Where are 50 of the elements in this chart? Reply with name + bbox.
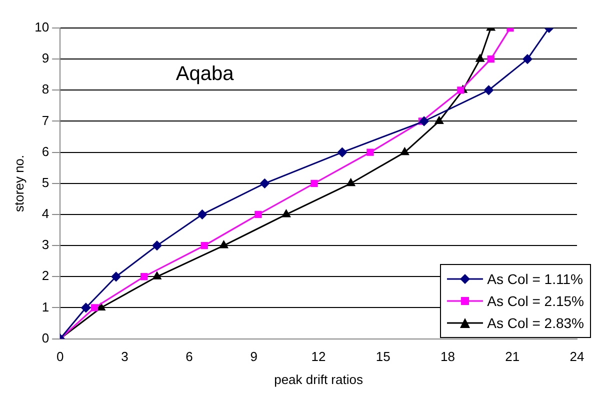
point (419, 116, 429, 126)
point (484, 85, 494, 95)
point (522, 54, 532, 64)
point (282, 210, 290, 218)
point (476, 54, 484, 62)
legend-label: As Col = 2.15% (487, 292, 584, 311)
point (457, 86, 464, 94)
point (111, 272, 121, 282)
legend-label: As Col = 1.11% (487, 270, 583, 289)
point (200, 242, 208, 250)
y-axis-title: storey no. (11, 154, 26, 212)
point (140, 273, 148, 280)
y-tick-label: 3 (42, 237, 50, 252)
y-tick-label: 5 (42, 174, 50, 190)
point (254, 210, 262, 218)
point (346, 178, 356, 186)
y-tick-label: 4 (42, 206, 50, 222)
x-axis-title: peak drift ratios (274, 372, 364, 387)
y-tick-label: 2 (42, 268, 50, 284)
point (434, 116, 444, 124)
point (310, 180, 318, 187)
y-tick-label: 9 (42, 50, 50, 66)
point (260, 178, 270, 188)
point (197, 210, 207, 220)
x-tick-label: 0 (56, 349, 64, 364)
x-tick-label: 9 (250, 349, 258, 364)
x-tick-label: 21 (505, 349, 520, 364)
y-tick-label: 1 (42, 299, 50, 314)
x-tick-label: 24 (570, 349, 584, 364)
point (337, 148, 347, 158)
point (81, 302, 91, 312)
y-tick-label: 6 (42, 144, 50, 159)
legend-label: As Col = 2.83% (487, 314, 584, 333)
y-tick-label: 0 (42, 330, 50, 346)
point (366, 148, 374, 156)
x-tick-label: 18 (440, 349, 455, 364)
point (487, 56, 494, 63)
x-tick-label: 3 (121, 349, 128, 364)
text: Aqaba (176, 63, 235, 86)
point (90, 304, 98, 312)
point (152, 272, 162, 280)
x-tick-label: 6 (186, 349, 193, 364)
x-tick-label: 12 (311, 349, 326, 364)
y-tick-label: 7 (42, 112, 50, 128)
x-tick-label: 15 (376, 349, 390, 364)
point (220, 240, 228, 248)
y-tick-label: 10 (34, 20, 50, 35)
point (152, 240, 162, 250)
point (400, 148, 409, 156)
y-tick-label: 8 (42, 82, 50, 97)
